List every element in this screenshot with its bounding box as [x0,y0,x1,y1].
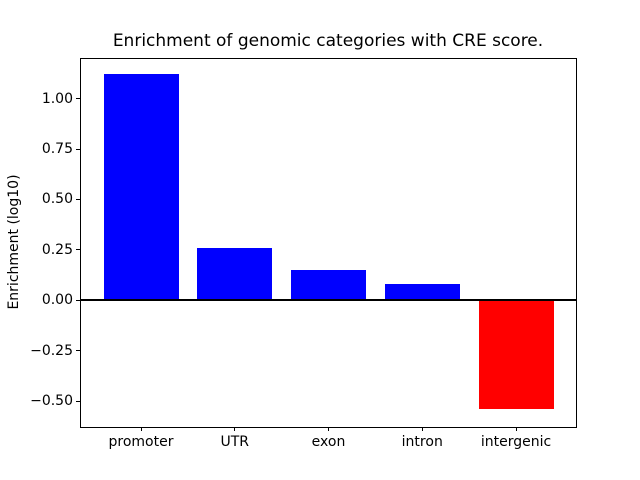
bar-promoter [103,74,179,301]
bar-UTR [197,247,273,301]
bar-exon [291,270,366,301]
x-tick-label-intergenic: intergenic [480,434,552,450]
bar-intergenic [478,300,554,410]
y-tick-mark [76,98,80,100]
y-tick-mark [76,198,80,200]
y-tick-label: 0.00 [41,292,73,309]
y-tick-mark [76,148,80,150]
x-tick-mark [328,427,329,431]
y-tick-mark [76,350,80,352]
y-tick-label: 1.00 [41,90,73,107]
x-tick-label-intron: intron [401,434,443,450]
y-tick-mark [76,299,80,301]
x-tick-label-exon: exon [311,434,346,450]
y-axis-label: Enrichment (log10) [6,174,22,310]
chart-title: Enrichment of genomic categories with CR… [112,31,544,51]
x-tick-mark [234,427,236,431]
y-tick-mark [76,249,80,251]
plot-area: 1.00 0.75 0.50 0.25 0.00 −0.25 −0.50 promoter UT… [30,58,577,450]
x-tick-mark [140,427,142,431]
bar-intron [384,284,460,301]
y-tick-label: 0.25 [41,241,73,258]
x-tick-label-promoter: promoter [108,434,174,450]
x-tick-mark [515,427,517,431]
y-tick-label: −0.25 [30,342,73,359]
zero-line [81,299,576,302]
y-tick-mark [76,400,80,402]
y-tick-label: −0.50 [30,393,73,410]
y-tick-label: 0.75 [41,141,73,158]
y-tick-label: 0.50 [41,191,73,208]
x-tick-mark [421,427,423,431]
x-tick-label-UTR: UTR [220,434,250,450]
